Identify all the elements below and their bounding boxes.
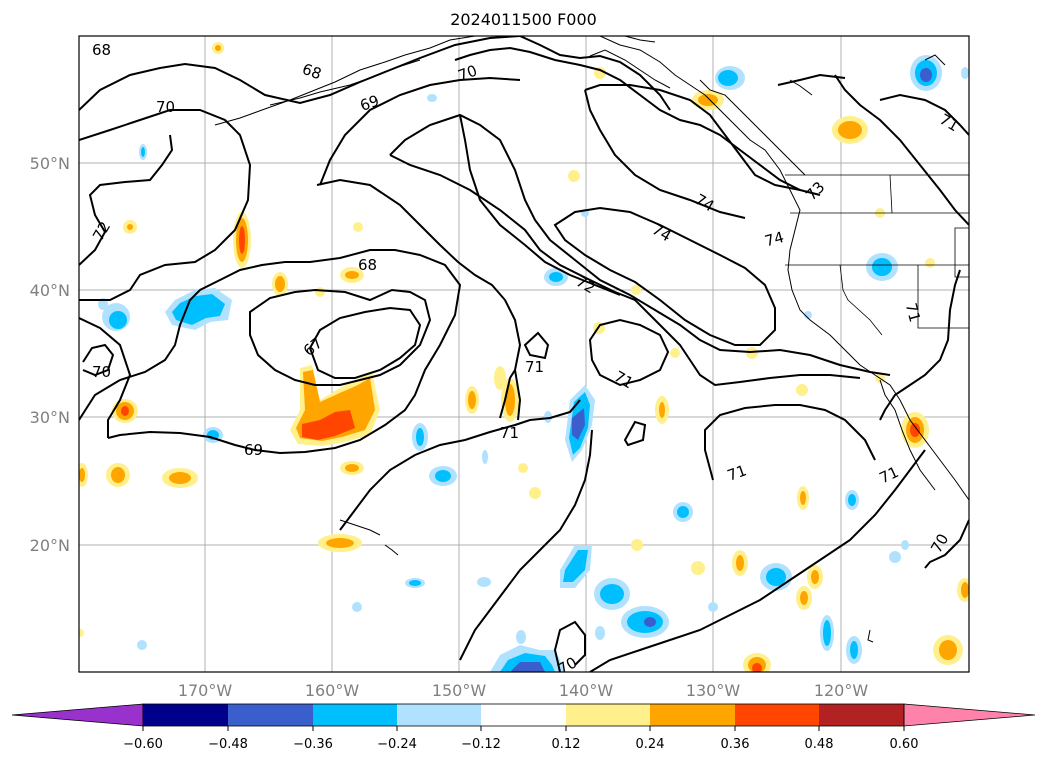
contour-label: 74 [763, 228, 786, 250]
contour-label: 71 [902, 301, 924, 324]
colorbar-bin [228, 704, 313, 726]
lat-label-20n: 20°N [30, 536, 70, 555]
colorbar-outline [142, 703, 905, 727]
contour-label: 70 [92, 363, 111, 381]
contour-label: 68 [300, 60, 324, 83]
latitude-labels: 50°N 40°N 30°N 20°N [30, 154, 70, 555]
colorbar-bin [481, 704, 566, 726]
colorbar-tick-label: 0.36 [721, 737, 750, 752]
colorbar: −0.60 −0.48 −0.36 −0.24 −0.12 0.12 0.24 … [11, 703, 1036, 752]
contour-lines [79, 36, 969, 672]
contour-label: 68 [358, 256, 377, 274]
colorbar-bin [143, 704, 228, 726]
contour-label: 71 [725, 461, 749, 484]
lon-label-120w: 120°W [814, 681, 869, 700]
lon-label-160w: 160°W [305, 681, 360, 700]
lon-label-170w: 170°W [178, 681, 233, 700]
lon-label-140w: 140°W [559, 681, 614, 700]
colorbar-tick-label: −0.60 [123, 737, 163, 752]
contour-label: 69 [244, 441, 263, 459]
colorbar-tick-label: 0.24 [636, 737, 665, 752]
contour-label: 70 [456, 61, 480, 84]
negative-anomaly-blobs [98, 55, 969, 672]
colorbar-bin [566, 704, 650, 726]
colorbar-extend-max [903, 703, 1036, 727]
coastlines [214, 36, 969, 643]
contour-label: 68 [92, 41, 111, 59]
state-borders [785, 174, 969, 336]
contour-label: 70 [156, 98, 175, 116]
lat-label-30n: 30°N [30, 408, 70, 427]
colorbar-extend-min [11, 703, 144, 727]
colorbar-tick-label: 0.60 [890, 737, 919, 752]
colorbar-bin [650, 704, 735, 726]
contour-label: 69 [358, 91, 382, 114]
map-title: 2024011500 F000 [450, 10, 597, 29]
lon-label-130w: 130°W [686, 681, 741, 700]
colorbar-tick-label: 0.12 [552, 737, 581, 752]
lat-label-50n: 50°N [30, 154, 70, 173]
contour-label: 71 [525, 358, 544, 376]
colorbar-bin [397, 704, 481, 726]
colorbar-ticks [142, 726, 905, 731]
colorbar-tick-label: −0.24 [377, 737, 417, 752]
lat-label-40n: 40°N [30, 281, 70, 300]
shaded-field [79, 42, 969, 672]
colorbar-tick-label: −0.12 [461, 737, 501, 752]
lon-label-150w: 150°W [432, 681, 487, 700]
colorbar-bin [313, 704, 397, 726]
colorbar-tick-label: −0.36 [293, 737, 333, 752]
colorbar-bin [735, 704, 819, 726]
colorbar-tick-label: −0.48 [208, 737, 248, 752]
contour-label: 71 [500, 424, 519, 442]
colorbar-bin [819, 704, 904, 726]
colorbar-tick-label: 0.48 [805, 737, 834, 752]
longitude-labels: 170°W 160°W 150°W 140°W 130°W 120°W [178, 681, 869, 700]
map-border [78, 35, 970, 673]
